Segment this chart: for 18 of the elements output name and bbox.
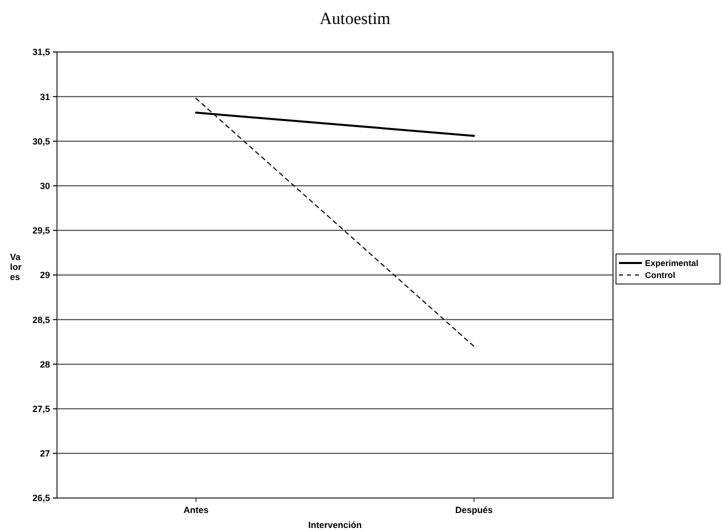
legend-label: Experimental [645, 258, 698, 268]
y-tick-label: 28 [40, 359, 50, 370]
y-tick-label: 31,5 [32, 47, 50, 58]
chart-title: Autoestim [320, 9, 390, 28]
y-tick-label: 30,5 [32, 136, 50, 146]
y-tick-label: 31 [40, 92, 50, 102]
y-axis-title: Valores [10, 252, 22, 282]
x-tick-label: Antes [183, 505, 209, 515]
y-tick-label: 26,5 [32, 493, 50, 504]
y-tick-label: 30 [40, 180, 50, 191]
y-tick-label: 29,5 [32, 226, 50, 236]
y-tick-label: 28,5 [32, 314, 50, 325]
y-tick-label: 29 [40, 270, 50, 280]
x-tick-label: Después [455, 505, 493, 515]
legend-label: Control [645, 270, 676, 280]
y-tick-label: 27 [40, 448, 50, 459]
x-axis-title: Intervención [308, 520, 362, 530]
y-tick-label: 27,5 [32, 404, 50, 414]
